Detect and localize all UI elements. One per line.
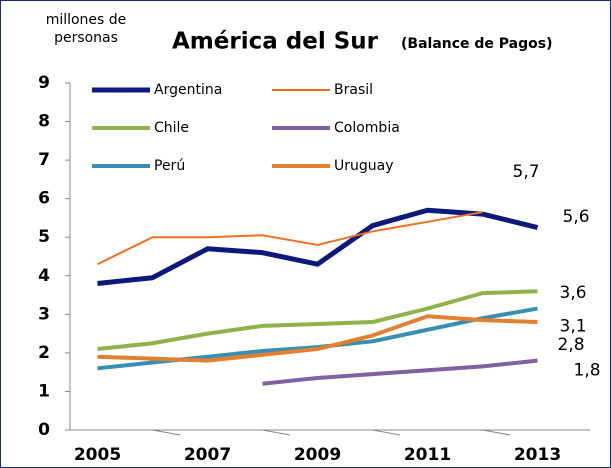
series-line: [97, 211, 483, 266]
y-tick-label: 0: [38, 420, 50, 440]
y-label: personas: [54, 30, 118, 46]
series-line: [97, 289, 538, 352]
x-tick: [482, 429, 511, 436]
y-tick-label: 2: [38, 343, 50, 363]
data-label: 1,8: [574, 361, 601, 381]
x-tick-label: 2013: [514, 445, 561, 465]
x-tick-label: 2007: [184, 445, 231, 465]
data-label: 5,7: [513, 162, 540, 182]
y-tick-label: 5: [38, 227, 50, 247]
legend-label: Perú: [154, 158, 185, 174]
x-tick-label: 2009: [294, 445, 341, 465]
x-tick-label: 2011: [404, 445, 451, 465]
y-tick-label: 1: [38, 381, 50, 401]
legend-label: Brasil: [334, 82, 373, 98]
x-tick: [372, 429, 401, 436]
data-label: 3,6: [560, 283, 587, 303]
y-tick-label: 3: [38, 304, 50, 324]
legend-label: Argentina: [154, 82, 222, 98]
legend-label: Uruguay: [334, 158, 394, 174]
series-line: [262, 358, 538, 386]
y-tick-label: 6: [38, 189, 50, 209]
data-label: 5,6: [563, 207, 590, 227]
x-tick: [262, 429, 291, 436]
legend-label: Colombia: [334, 120, 400, 136]
x-tick: [152, 429, 181, 436]
chart-title: América del Sur: [172, 29, 379, 55]
data-label: 3,1: [560, 317, 587, 337]
legend-label: Chile: [154, 120, 189, 136]
series-line: [97, 207, 539, 286]
y-tick-label: 4: [38, 266, 50, 286]
x-tick-label: 2005: [74, 445, 121, 465]
series-line: [97, 314, 538, 363]
chart-subtitle: (Balance de Pagos): [401, 36, 553, 52]
y-label: millones de: [46, 12, 127, 28]
y-tick-label: 7: [38, 150, 50, 170]
y-tick-label: 8: [38, 112, 50, 132]
y-tick-label: 9: [38, 73, 50, 93]
data-label: 2,8: [558, 335, 585, 355]
